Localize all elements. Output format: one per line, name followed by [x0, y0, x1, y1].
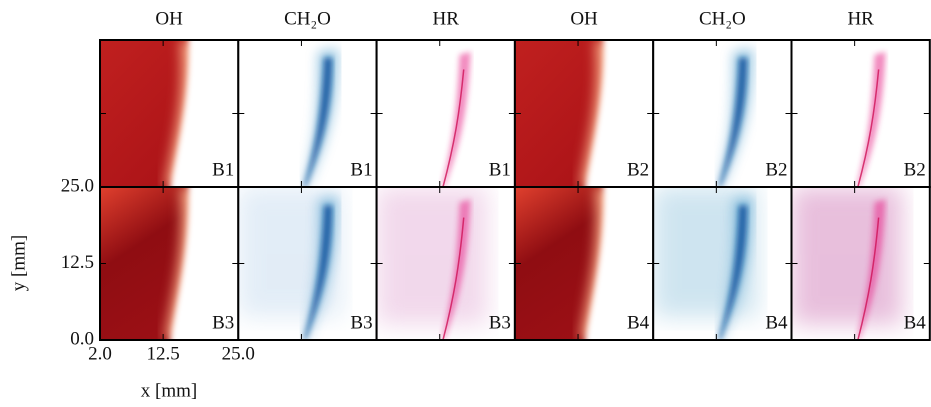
- oh-burnt: [170, 187, 239, 340]
- panel-image: [238, 187, 377, 340]
- y-axis-label: y [mm]: [8, 235, 29, 291]
- column-title: OH: [155, 8, 183, 29]
- oh-burnt: [170, 40, 239, 187]
- panel-image: [376, 40, 515, 187]
- hr-plume: [441, 51, 471, 187]
- hr-front: [857, 217, 880, 340]
- ch2o-core: [718, 57, 748, 187]
- column-title: HR: [433, 8, 460, 29]
- panel-image: [514, 40, 654, 187]
- panel-image: [653, 40, 792, 187]
- column-title: HR: [847, 8, 874, 29]
- hr-front: [442, 69, 465, 187]
- ch2o-core: [718, 205, 748, 340]
- x-axis-label: x [mm]: [141, 380, 197, 401]
- panel-image: [514, 187, 654, 340]
- panel-label: B4: [627, 312, 650, 333]
- x-tick-label: 2.0: [88, 343, 112, 364]
- column-title: OH: [570, 8, 598, 29]
- oh-burnt: [585, 40, 654, 187]
- column-title: CH₂O: [699, 8, 746, 29]
- panel-label: B2: [765, 159, 787, 180]
- ch2o-field: [238, 40, 377, 187]
- hr-front: [442, 217, 465, 340]
- panel-label: B1: [350, 159, 372, 180]
- hr-plume: [441, 199, 471, 340]
- y-tick-label: 12.5: [61, 252, 94, 273]
- oh-burnt: [585, 187, 654, 340]
- panel-label: B2: [904, 159, 926, 180]
- panel-label: B4: [765, 312, 788, 333]
- hr-field: [376, 40, 515, 187]
- panel-image: [376, 187, 515, 340]
- hr-plume: [856, 51, 886, 187]
- panel-label: B2: [627, 159, 649, 180]
- panel-label: B3: [212, 312, 234, 333]
- panel-label: B1: [212, 159, 234, 180]
- hr-plume: [856, 199, 886, 340]
- hr-front: [857, 69, 880, 187]
- y-tick-label: 0.0: [70, 328, 94, 349]
- ch2o-core: [303, 57, 333, 187]
- panel-label: B3: [489, 312, 511, 333]
- y-tick-label: 25.0: [61, 175, 94, 196]
- x-tick-label: 25.0: [222, 343, 255, 364]
- panel-image: [100, 187, 239, 340]
- panel-image: [791, 187, 930, 340]
- panel-image: [238, 40, 377, 187]
- panel-label: B3: [350, 312, 372, 333]
- hr-haze: [791, 187, 903, 325]
- x-tick-label: 12.5: [147, 343, 180, 364]
- panel-label: B1: [489, 159, 511, 180]
- ch2o-core: [303, 205, 333, 340]
- panel-image: [100, 40, 239, 187]
- panel-frame: [790, 186, 931, 341]
- column-title: CH₂O: [284, 8, 331, 29]
- panel-image: [791, 40, 930, 187]
- hr-haze: [376, 187, 488, 325]
- hr-field: [791, 40, 930, 187]
- panel-image: [653, 187, 792, 340]
- ch2o-field: [653, 40, 792, 187]
- panel-label: B4: [904, 312, 927, 333]
